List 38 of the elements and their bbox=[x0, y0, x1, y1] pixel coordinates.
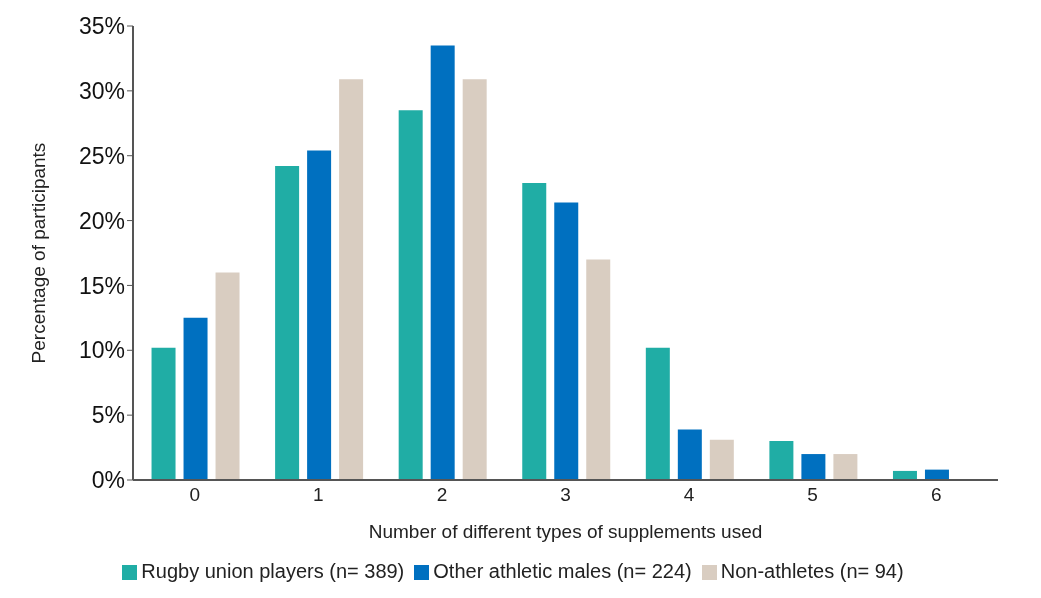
x-axis-title: Number of different types of supplements used bbox=[368, 521, 763, 542]
x-tick-label: 6 bbox=[930, 484, 942, 506]
y-tick-label: 20% bbox=[78, 207, 125, 234]
y-tick-label: 35% bbox=[78, 13, 125, 40]
bar bbox=[151, 347, 176, 480]
bar bbox=[522, 182, 547, 480]
y-tick-label: 10% bbox=[78, 337, 125, 364]
bar bbox=[554, 202, 579, 480]
legend-label: Non-athletes (n= 94) bbox=[720, 560, 904, 582]
bar bbox=[307, 150, 332, 480]
x-tick-label: 5 bbox=[807, 484, 818, 506]
bar bbox=[339, 79, 364, 480]
y-tick-label: 0% bbox=[91, 467, 125, 494]
x-tick-label: 3 bbox=[560, 484, 571, 506]
bar bbox=[801, 454, 826, 480]
x-tick-label: 0 bbox=[189, 484, 201, 506]
y-tick-label: 25% bbox=[78, 142, 125, 169]
bar bbox=[430, 45, 455, 480]
y-tick-label: 30% bbox=[78, 78, 125, 105]
bar bbox=[183, 317, 208, 480]
bar bbox=[645, 347, 670, 480]
x-tick-label: 2 bbox=[436, 484, 448, 506]
legend-label: Rugby union players (n= 389) bbox=[141, 560, 405, 582]
y-tick-label: 15% bbox=[78, 272, 125, 299]
bar bbox=[275, 166, 300, 480]
bar bbox=[398, 110, 423, 480]
x-tick-label: 1 bbox=[313, 484, 324, 506]
bar bbox=[215, 272, 240, 480]
legend-label: Other athletic males (n= 224) bbox=[433, 560, 692, 582]
bar bbox=[833, 454, 858, 480]
y-tick-label: 5% bbox=[91, 402, 125, 429]
bar bbox=[769, 441, 794, 480]
y-axis-title: Percentage of participants bbox=[27, 142, 49, 364]
bar bbox=[677, 429, 702, 480]
bar bbox=[709, 439, 734, 480]
x-tick-label: 4 bbox=[683, 484, 695, 506]
bar bbox=[586, 259, 611, 480]
bar bbox=[462, 79, 487, 480]
